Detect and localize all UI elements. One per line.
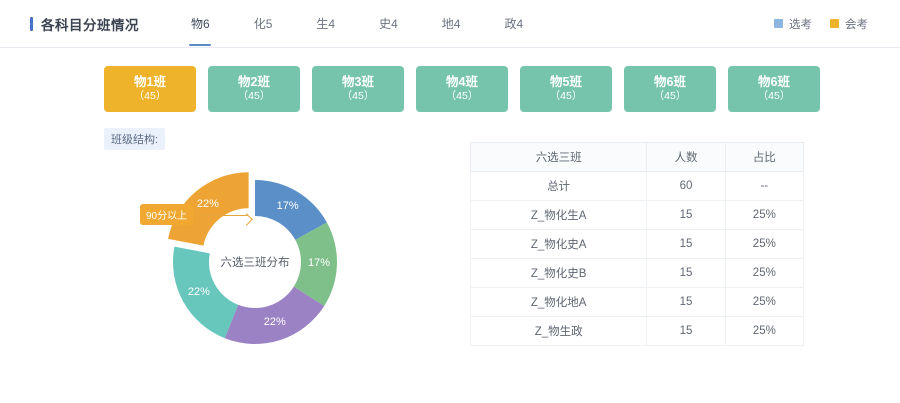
table-cell-count: 15 <box>646 287 726 317</box>
class-chip-count: （45） <box>757 90 791 103</box>
table-cell-count: 15 <box>646 200 726 230</box>
class-chip-name: 物1班 <box>134 74 166 89</box>
title-accent-bar <box>30 16 33 31</box>
class-chip[interactable]: 物4班 （45） <box>416 66 508 112</box>
table-cell-ratio: 25% <box>724 229 805 259</box>
table-cell-count: 15 <box>646 316 726 346</box>
class-chip-count: （45） <box>445 90 479 103</box>
tab-史4[interactable]: 史4 <box>379 17 398 31</box>
table-cell-name: Z_物化生A <box>469 200 648 230</box>
subject-tabs: 物6 化5 生4 史4 地4 政4 <box>169 0 545 47</box>
class-chip-row: 物1班 （45） 物2班 （45） 物3班 （45） 物4班 （45） 物5班 （45） 物6班 （4… <box>0 48 900 112</box>
class-chip-name: 物3班 <box>342 74 374 89</box>
table-row: Z_物化史B 15 25% <box>469 258 805 288</box>
class-chip-name: 物5班 <box>550 74 582 89</box>
class-chip-name: 物4班 <box>446 74 478 89</box>
table-cell-name: Z_物生政 <box>469 316 648 346</box>
table-cell-count: 15 <box>646 229 726 259</box>
class-chip-count: （45） <box>133 90 167 103</box>
class-chip[interactable]: 物5班 （45） <box>520 66 612 112</box>
donut-svg <box>168 172 337 344</box>
legend-item-选考[interactable]: 选考 <box>774 16 812 32</box>
title-group: 各科目分班情况 <box>30 14 139 34</box>
legend-swatch-icon <box>774 19 783 28</box>
table-column-header: 六选三班 <box>469 142 648 172</box>
table-column-header: 占比 <box>724 142 805 172</box>
class-chip[interactable]: 物3班 （45） <box>312 66 404 112</box>
tab-地4[interactable]: 地4 <box>441 17 461 31</box>
legend-label: 会考 <box>845 18 868 31</box>
legend: 选考 会考 <box>774 16 882 32</box>
donut-slice[interactable] <box>255 180 327 240</box>
table-row: Z_物生政 15 25% <box>469 316 805 346</box>
content-area: 班级结构: 六选三班分布 17% 17% 22% 22% 22% 90分以上 六选三班人… <box>0 112 900 362</box>
page-header: 各科目分班情况 物6 化5 生4 史4 地4 政4 选考 会考 <box>0 0 900 48</box>
class-chip[interactable]: 物2班 （45） <box>208 66 300 112</box>
table-cell-ratio: 25% <box>724 316 805 346</box>
class-chip-name: 物6班 <box>654 74 686 89</box>
table-body: 总计 60 -- Z_物化生A 15 25% Z_物化史A 15 25% Z_物化史B 15 25% Z… <box>469 171 805 346</box>
tab-生4[interactable]: 生4 <box>316 17 336 31</box>
table-row: 总计 60 -- <box>469 171 805 201</box>
table-row: Z_物化史A 15 25% <box>469 229 805 259</box>
table-cell-name: Z_物化史A <box>469 229 648 259</box>
structure-label: 班级结构: <box>104 128 166 150</box>
tab-化5[interactable]: 化5 <box>253 17 273 31</box>
table-header-row: 六选三班 人数 占比 <box>469 142 805 172</box>
donut-slice[interactable] <box>168 172 249 246</box>
table-row: Z_物化地A 15 25% <box>469 287 805 317</box>
donut-chart: 六选三班分布 17% 17% 22% 22% 22% 90分以上 <box>130 162 380 362</box>
donut-slice[interactable] <box>293 222 337 306</box>
table-cell-name: 总计 <box>469 171 648 201</box>
table-cell-ratio: 25% <box>724 287 805 317</box>
chart-tooltip: 90分以上 <box>140 204 194 225</box>
class-chip-name: 物2班 <box>238 74 270 89</box>
tab-政4[interactable]: 政4 <box>504 17 524 31</box>
donut-slice[interactable] <box>224 286 325 344</box>
page-title: 各科目分班情况 <box>41 17 139 33</box>
class-chip-count: （45） <box>237 90 271 103</box>
tab-物6[interactable]: 物6 <box>169 0 232 47</box>
table-cell-ratio: -- <box>724 171 805 201</box>
chart-column: 班级结构: 六选三班分布 17% 17% 22% 22% 22% 90分以上 <box>0 128 470 362</box>
table-cell-name: Z_物化史B <box>469 258 648 288</box>
tooltip-leader-line <box>202 215 248 216</box>
table-cell-count: 60 <box>646 171 726 201</box>
class-chip[interactable]: 物1班 （45） <box>104 66 196 112</box>
class-chip[interactable]: 物6班 （45） <box>624 66 716 112</box>
table-cell-ratio: 25% <box>724 200 805 230</box>
legend-item-会考[interactable]: 会考 <box>830 16 868 32</box>
table-column-header: 人数 <box>646 142 726 172</box>
legend-label: 选考 <box>789 18 812 31</box>
table-cell-ratio: 25% <box>724 258 805 288</box>
table-row: Z_物化生A 15 25% <box>469 200 805 230</box>
table-cell-count: 15 <box>646 258 726 288</box>
class-chip-count: （45） <box>549 90 583 103</box>
distribution-table: 六选三班 人数 占比 总计 60 -- Z_物化生A 15 25% Z_物化史A 15 25% Z_物… <box>469 142 805 346</box>
legend-swatch-icon <box>830 19 839 28</box>
class-chip[interactable]: 物6班 （45） <box>728 66 820 112</box>
class-chip-count: （45） <box>341 90 375 103</box>
donut-slice[interactable] <box>173 246 239 339</box>
table-column: 六选三班 人数 占比 总计 60 -- Z_物化生A 15 25% Z_物化史A 15 25% Z_物… <box>469 128 900 362</box>
class-chip-count: （45） <box>653 90 687 103</box>
class-chip-name: 物6班 <box>758 74 790 89</box>
table-cell-name: Z_物化地A <box>469 287 648 317</box>
